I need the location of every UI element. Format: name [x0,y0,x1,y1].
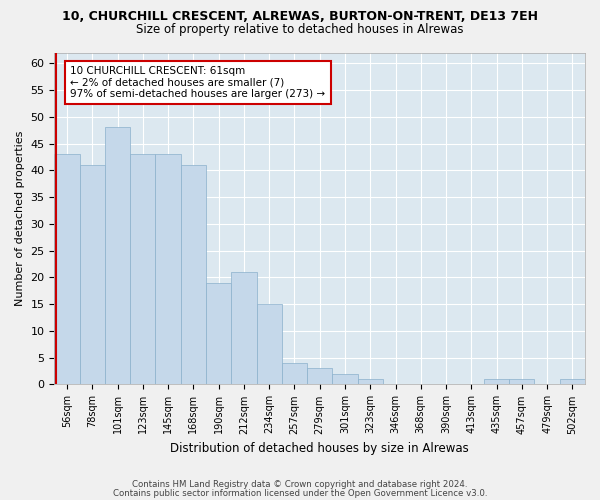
Y-axis label: Number of detached properties: Number of detached properties [15,131,25,306]
Bar [231,272,257,384]
Bar [80,165,105,384]
Bar [307,368,332,384]
Bar [181,165,206,384]
Bar [130,154,155,384]
Bar [155,154,181,384]
Bar [484,379,509,384]
Bar [358,379,383,384]
Bar [509,379,535,384]
Text: Size of property relative to detached houses in Alrewas: Size of property relative to detached ho… [136,22,464,36]
Bar [282,363,307,384]
Text: Contains HM Land Registry data © Crown copyright and database right 2024.: Contains HM Land Registry data © Crown c… [132,480,468,489]
X-axis label: Distribution of detached houses by size in Alrewas: Distribution of detached houses by size … [170,442,469,455]
Text: 10, CHURCHILL CRESCENT, ALREWAS, BURTON-ON-TRENT, DE13 7EH: 10, CHURCHILL CRESCENT, ALREWAS, BURTON-… [62,10,538,23]
Bar [206,282,231,384]
Bar [55,154,80,384]
Text: 10 CHURCHILL CRESCENT: 61sqm
← 2% of detached houses are smaller (7)
97% of semi: 10 CHURCHILL CRESCENT: 61sqm ← 2% of det… [70,66,325,99]
Text: Contains public sector information licensed under the Open Government Licence v3: Contains public sector information licen… [113,489,487,498]
Bar [105,128,130,384]
Bar [332,374,358,384]
Bar [257,304,282,384]
Bar [560,379,585,384]
